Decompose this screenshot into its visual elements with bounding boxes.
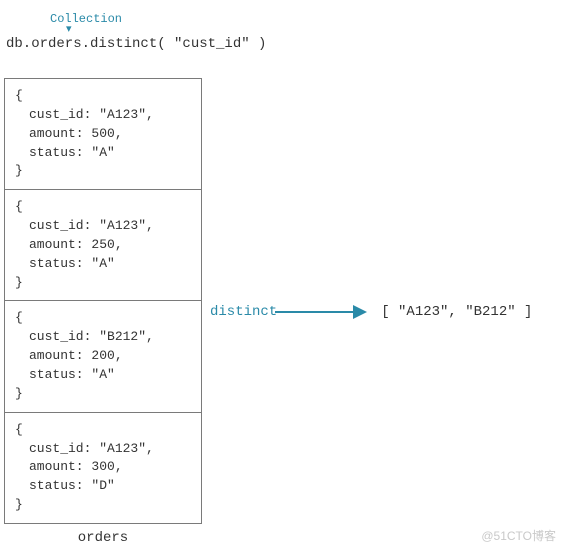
document-box: { cust_id: "A123", amount: 250, status: … [4, 189, 202, 301]
diagram-row: { cust_id: "A123", amount: 500, status: … [4, 78, 560, 546]
document-box: { cust_id: "A123", amount: 300, status: … [4, 412, 202, 524]
brace-open: { [15, 310, 23, 325]
brace-open: { [15, 422, 23, 437]
brace-open: { [15, 199, 23, 214]
brace-close: } [15, 163, 23, 178]
doc-line: amount: 300, [15, 458, 191, 477]
operation-label: distinct [210, 304, 277, 320]
doc-line: status: "D" [15, 477, 191, 496]
brace-open: { [15, 88, 23, 103]
arrow-column: distinct [210, 302, 367, 322]
doc-line: amount: 500, [15, 125, 191, 144]
document-box: { cust_id: "B212", amount: 200, status: … [4, 300, 202, 412]
header: Collection ▾ db.orders.distinct( "cust_i… [6, 12, 560, 52]
doc-line: cust_id: "A123", [15, 106, 191, 125]
documents-column: { cust_id: "A123", amount: 500, status: … [4, 78, 202, 546]
arrow-right-icon [275, 302, 367, 322]
doc-line: cust_id: "A123", [15, 440, 191, 459]
doc-line: status: "A" [15, 255, 191, 274]
result-array: [ "A123", "B212" ] [381, 304, 532, 320]
document-box: { cust_id: "A123", amount: 500, status: … [4, 78, 202, 190]
collection-name-label: orders [4, 530, 202, 546]
watermark-text: @51CTO博客 [481, 527, 556, 544]
brace-close: } [15, 275, 23, 290]
query-text: db.orders.distinct( "cust_id" ) [6, 36, 560, 52]
doc-line: amount: 250, [15, 236, 191, 255]
doc-line: status: "A" [15, 144, 191, 163]
doc-line: amount: 200, [15, 347, 191, 366]
brace-close: } [15, 386, 23, 401]
doc-line: status: "A" [15, 366, 191, 385]
collection-annotation: Collection [50, 12, 560, 26]
down-arrow-icon: ▾ [66, 26, 560, 34]
doc-line: cust_id: "A123", [15, 217, 191, 236]
doc-line: cust_id: "B212", [15, 328, 191, 347]
documents-stack: { cust_id: "A123", amount: 500, status: … [4, 78, 202, 524]
brace-close: } [15, 497, 23, 512]
